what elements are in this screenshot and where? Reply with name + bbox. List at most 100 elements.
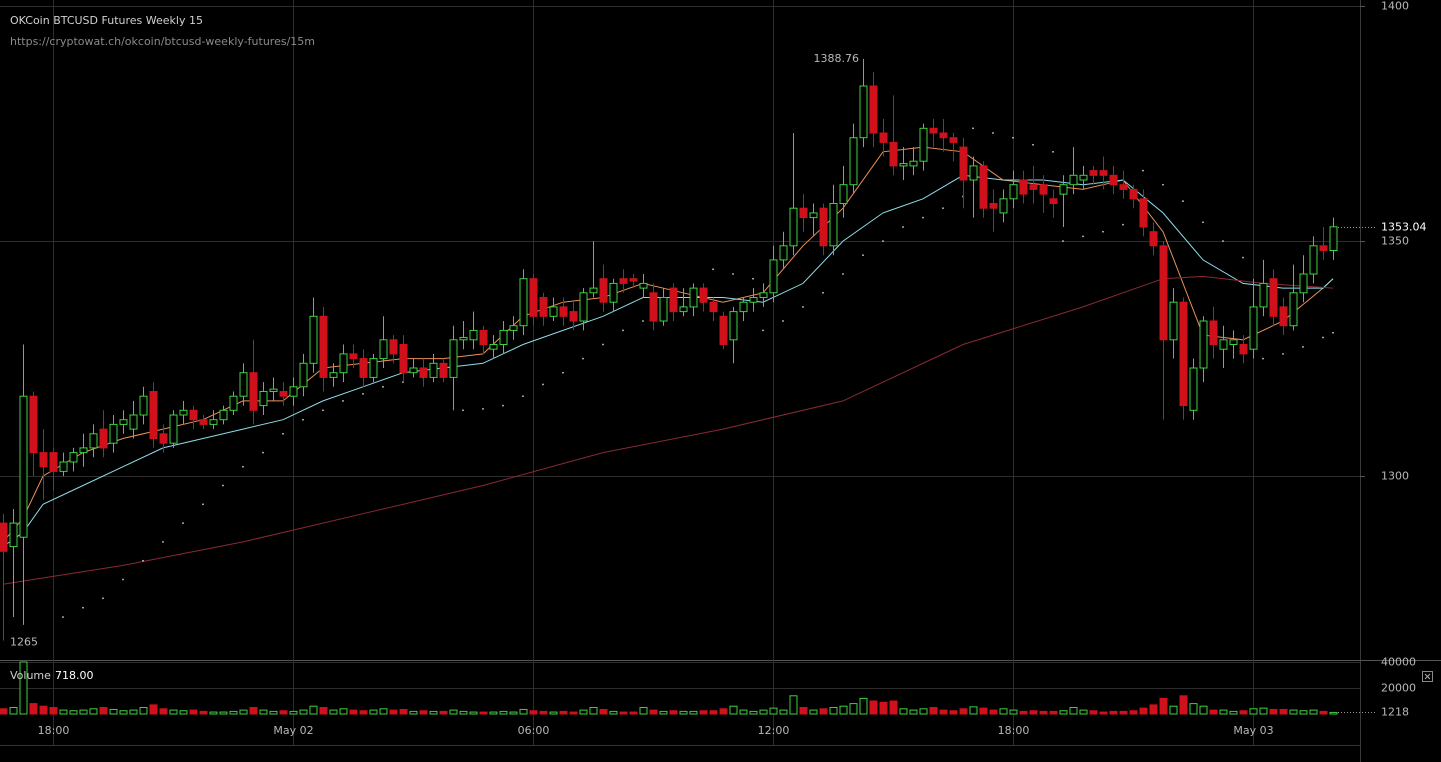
candle-body (479, 329, 488, 346)
volume-bar (409, 710, 418, 715)
sar-dot (1262, 357, 1264, 360)
sar-dot (162, 541, 164, 543)
candle-body (579, 292, 588, 322)
candle-body (129, 414, 138, 430)
volume-bar (919, 708, 928, 715)
close-icon[interactable] (1424, 673, 1431, 680)
volume-bar (839, 705, 848, 715)
volume-bar (929, 707, 938, 715)
y-tick-label: 1400 (1381, 0, 1409, 13)
volume-bar (189, 709, 198, 715)
sar-dot (1142, 169, 1144, 172)
sar-dot (1332, 332, 1334, 334)
volume-bar (539, 710, 548, 715)
volume-bar (29, 703, 38, 715)
volume-bar (899, 708, 908, 715)
volume-bar (289, 710, 298, 715)
candle-body (599, 278, 608, 303)
volume-bar (699, 710, 708, 715)
moving-average (2, 146, 1334, 543)
volume-bar (449, 709, 458, 715)
candle-body (439, 362, 448, 378)
candle-body (949, 137, 958, 143)
low-annotation: 1265 (10, 636, 38, 649)
candle-body (909, 160, 918, 167)
candle-body (729, 311, 738, 341)
volume-bar (529, 710, 538, 715)
candle-body (959, 146, 968, 181)
candle-body (0, 522, 8, 552)
volume-bar (1329, 711, 1338, 715)
sar-dot (1322, 336, 1324, 339)
candle-body (1269, 278, 1278, 317)
sar-dot (992, 132, 994, 134)
candle-body (489, 344, 498, 350)
candle-body (419, 367, 428, 378)
volume-bar (1229, 710, 1238, 715)
candle-body (429, 362, 438, 378)
volume-bar (649, 709, 658, 715)
volume-bar (339, 708, 348, 715)
volume-bar (69, 710, 78, 715)
sar-dot (622, 329, 624, 332)
candle-body (89, 433, 98, 449)
volume-bar (269, 710, 278, 715)
volume-bar (1099, 711, 1108, 715)
volume-bar (829, 707, 838, 715)
candle-body (209, 419, 218, 425)
sar-dot (752, 277, 754, 280)
sar-dot (282, 433, 284, 435)
volume-bar (1029, 710, 1038, 715)
candle-body (1249, 306, 1258, 350)
volume-bar (309, 705, 318, 715)
candle-body (1259, 282, 1268, 308)
chart-url: https://cryptowat.ch/okcoin/btcusd-weekl… (10, 35, 315, 48)
candle-body (319, 315, 328, 378)
candle-body (329, 372, 338, 378)
candle-body (639, 282, 648, 289)
volume-bar (689, 710, 698, 715)
volume-title: Volume (10, 669, 51, 682)
volume-bar (619, 711, 628, 715)
candle-body (109, 423, 118, 444)
candle-body (1059, 184, 1068, 195)
volume-bar (1239, 710, 1248, 715)
volume-bar (759, 709, 768, 715)
candle-body (219, 409, 228, 421)
volume-bar (349, 709, 358, 715)
candle-body (149, 391, 158, 440)
volume-bar (9, 707, 18, 715)
candle-body (529, 278, 538, 317)
candle-body (809, 212, 818, 219)
high-annotation: 1388.76 (814, 52, 860, 65)
volume-bar (1079, 709, 1088, 715)
volume-bar (1019, 710, 1028, 715)
candle-body (699, 287, 708, 303)
candle-body (889, 141, 898, 167)
volume-bar (1219, 709, 1228, 715)
sar-dot (542, 383, 544, 386)
sar-dot (842, 273, 844, 275)
close-box[interactable] (1422, 671, 1433, 682)
volume-bar (429, 710, 438, 715)
volume-bar (629, 711, 638, 715)
candle-body (679, 306, 688, 313)
candle-body (119, 419, 128, 425)
volume-bar (209, 711, 218, 715)
candle-body (1129, 188, 1138, 200)
volume-bar (139, 707, 148, 715)
volume-bar (1269, 708, 1278, 715)
close-button[interactable] (1422, 671, 1433, 682)
candle-body (1279, 306, 1288, 327)
volume-bar (1259, 707, 1268, 715)
volume-bar (1139, 707, 1148, 715)
sar-dot (762, 329, 764, 332)
sar-dot (1222, 240, 1224, 242)
volume-bar (59, 709, 68, 715)
candle-body (1039, 184, 1048, 195)
volume-bar (549, 711, 558, 715)
volume-bar (359, 710, 368, 715)
candle-body (409, 367, 418, 374)
